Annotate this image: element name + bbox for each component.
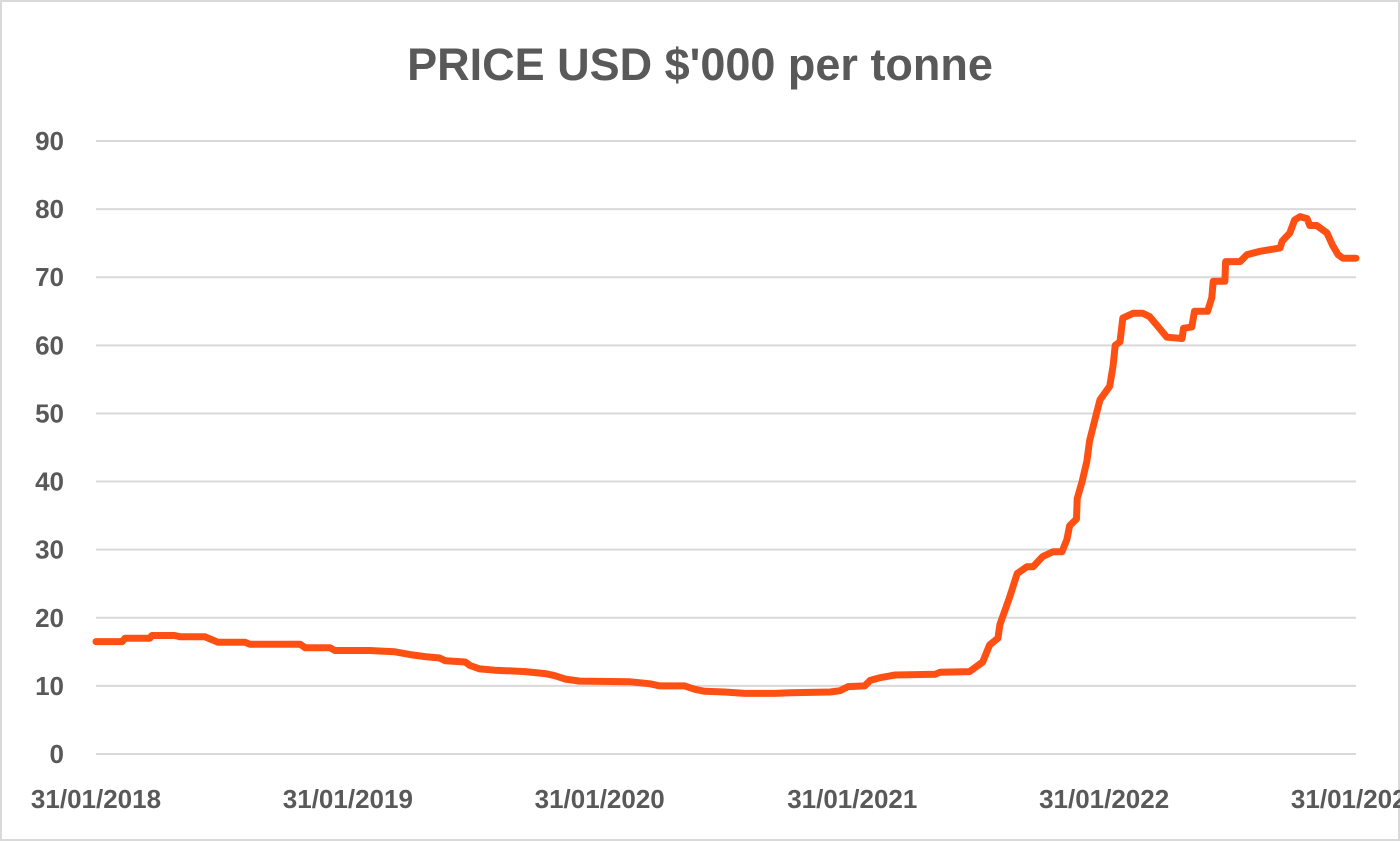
x-tick-label: 31/01/2022 xyxy=(1039,784,1169,814)
x-tick-label: 31/01/2021 xyxy=(787,784,917,814)
x-tick-label: 31/01/2023 xyxy=(1291,784,1400,814)
y-axis-ticks: 0 10 20 30 40 50 60 70 80 90 xyxy=(35,126,64,769)
y-tick-label: 60 xyxy=(35,330,64,360)
x-tick-label: 31/01/2019 xyxy=(283,784,413,814)
y-tick-label: 70 xyxy=(35,262,64,292)
y-tick-label: 20 xyxy=(35,603,64,633)
gridlines xyxy=(96,140,1356,755)
y-tick-label: 30 xyxy=(35,535,64,565)
chart-title: PRICE USD $'000 per tonne xyxy=(407,39,993,90)
series-layer xyxy=(92,213,1360,697)
x-axis-ticks: 31/01/2018 31/01/2019 31/01/2020 31/01/2021… xyxy=(31,784,1400,814)
price-series-line xyxy=(92,213,1360,697)
y-tick-label: 40 xyxy=(35,467,64,497)
y-tick-label: 10 xyxy=(35,671,64,701)
y-tick-label: 50 xyxy=(35,398,64,428)
x-tick-label: 31/01/2018 xyxy=(31,784,161,814)
y-tick-label: 0 xyxy=(50,739,64,769)
y-tick-label: 80 xyxy=(35,194,64,224)
x-tick-label: 31/01/2020 xyxy=(535,784,665,814)
y-tick-label: 90 xyxy=(35,126,64,156)
